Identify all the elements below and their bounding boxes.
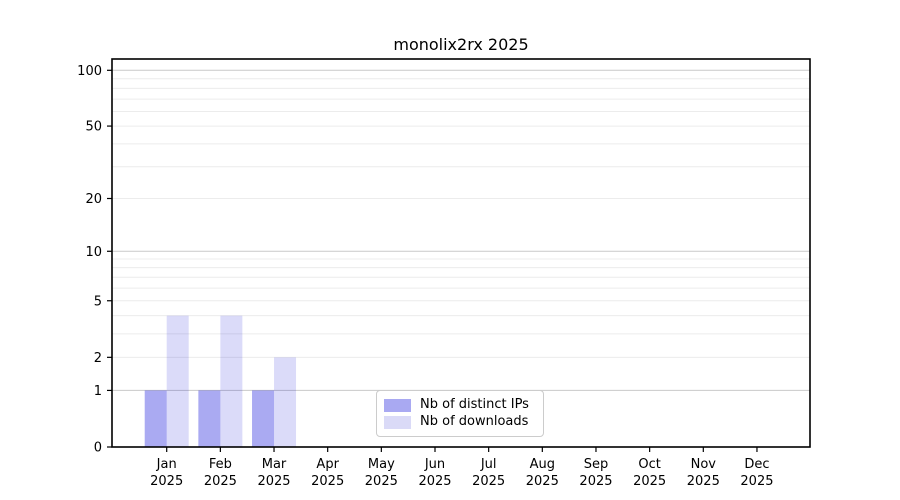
x-tick-label-year: 2025 <box>740 474 773 489</box>
y-tick-label: 1 <box>94 384 102 399</box>
x-tick-label-month: Sep <box>584 457 609 472</box>
chart-title: monolix2rx 2025 <box>393 35 529 54</box>
x-tick-label-month: Oct <box>638 457 660 472</box>
y-tick-label: 100 <box>77 64 102 79</box>
x-tick-label-month: Nov <box>691 457 717 472</box>
x-tick-label-year: 2025 <box>633 474 666 489</box>
y-tick-label: 50 <box>85 120 102 135</box>
x-tick-label-year: 2025 <box>526 474 559 489</box>
bar-downloads-mar <box>274 357 297 447</box>
x-tick-label-year: 2025 <box>150 474 183 489</box>
x-tick-label-month: Dec <box>744 457 769 472</box>
x-tick-label-year: 2025 <box>204 474 237 489</box>
x-tick-label-year: 2025 <box>311 474 344 489</box>
x-tick-label-year: 2025 <box>257 474 290 489</box>
x-tick-label-month: Feb <box>209 457 232 472</box>
x-tick-label-year: 2025 <box>687 474 720 489</box>
x-tick-label-month: Jan <box>156 457 177 472</box>
legend-entry-downloads: Nb of downloads <box>384 414 535 430</box>
x-tick-label-month: Jul <box>480 457 497 472</box>
x-tick-label-month: Jun <box>424 457 445 472</box>
legend-entry-distinct-ips: Nb of distinct IPs <box>384 397 535 413</box>
y-tick-label: 20 <box>85 192 102 207</box>
x-tick-label-year: 2025 <box>472 474 505 489</box>
y-tick-label: 5 <box>94 294 102 309</box>
legend-label-downloads: Nb of downloads <box>420 414 529 429</box>
legend-label-distinct-ips: Nb of distinct IPs <box>420 397 529 412</box>
y-tick-label: 0 <box>94 441 102 456</box>
legend-swatch-distinct-ips-icon <box>384 398 411 412</box>
x-tick-label-month: Aug <box>530 457 555 472</box>
x-tick-label-month: Apr <box>316 457 339 472</box>
bar-distinct-ips-jan <box>144 390 167 447</box>
legend-swatch-downloads-icon <box>384 415 411 429</box>
bar-distinct-ips-feb <box>198 390 221 447</box>
plot-frame <box>111 58 811 448</box>
y-tick-label: 10 <box>85 245 102 260</box>
bar-downloads-jan <box>166 315 189 447</box>
x-tick-label-month: Mar <box>262 457 287 472</box>
x-tick-label-year: 2025 <box>579 474 612 489</box>
legend: Nb of distinct IPs Nb of downloads <box>376 390 544 437</box>
y-tick-label: 2 <box>94 351 102 366</box>
x-tick-label-year: 2025 <box>418 474 451 489</box>
x-tick-label-year: 2025 <box>365 474 398 489</box>
x-tick-label-month: May <box>368 457 395 472</box>
bar-downloads-feb <box>220 315 243 447</box>
bar-distinct-ips-mar <box>252 390 275 447</box>
